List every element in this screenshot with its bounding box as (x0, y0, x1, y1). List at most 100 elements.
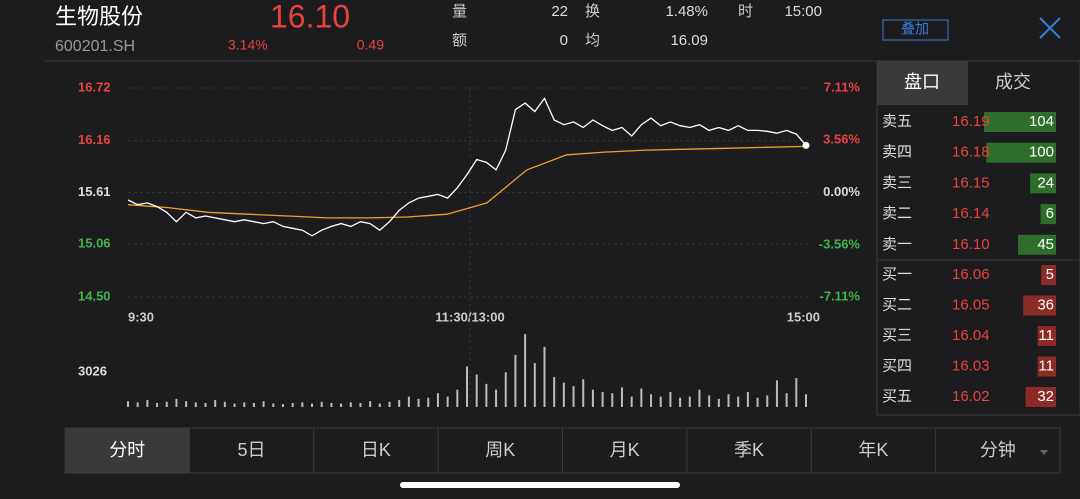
volume-bar (330, 402, 333, 407)
volume-bar (533, 363, 536, 407)
volume-bar (1037, 326, 1056, 346)
volume-bar (504, 372, 507, 407)
row-label: 买四 (882, 357, 912, 374)
tab[interactable]: 季K (734, 440, 764, 460)
row-price: 16.03 (952, 357, 990, 374)
stat-label: 量 (452, 3, 467, 20)
volume-bar (775, 380, 778, 407)
stat-label: 均 (585, 32, 600, 49)
volume-bar (446, 396, 449, 407)
volume-bar (291, 402, 294, 407)
y2-tick-label: 3.56% (823, 132, 860, 147)
order-book-tab: 成交 (995, 72, 1031, 92)
row-volume: 11 (1038, 327, 1054, 344)
volume-bar (223, 401, 226, 407)
volume-bar (591, 389, 594, 407)
row-volume: 24 (1037, 174, 1054, 191)
stat-label: 额 (452, 32, 467, 49)
volume-bar (359, 402, 362, 407)
volume-bar (214, 400, 217, 407)
volume-bar (485, 383, 488, 407)
volume-bar (553, 376, 556, 407)
volume-bar (456, 389, 459, 407)
volume-bar (785, 393, 788, 407)
row-price: 16.02 (952, 388, 990, 405)
row-label: 买二 (882, 296, 912, 313)
row-volume: 100 (1029, 144, 1054, 161)
volume-bar (795, 378, 798, 407)
row-price: 16.14 (952, 205, 990, 222)
volume-bar (1025, 387, 1056, 407)
volume-bar (369, 401, 372, 407)
stat-value: 22 (551, 3, 568, 20)
volume-bar (475, 374, 478, 407)
volume-bar (1037, 356, 1056, 377)
row-label: 卖二 (882, 205, 912, 222)
row-volume: 5 (1046, 266, 1054, 283)
close-button[interactable] (1039, 17, 1061, 39)
volume-bar (204, 402, 207, 407)
volume-bar (436, 393, 439, 407)
y-tick-label: 14.50 (78, 288, 111, 303)
price-line (127, 97, 807, 237)
volume-bar (543, 346, 546, 407)
volume-bar (272, 403, 275, 407)
row-price: 16.10 (952, 236, 990, 253)
volume-bar (630, 396, 633, 407)
volume-bar (524, 334, 527, 407)
stat-value: 16.09 (670, 32, 708, 49)
row-label: 卖三 (882, 174, 912, 191)
dropdown-arrow[interactable] (1040, 450, 1048, 455)
volume-bar (737, 396, 740, 407)
stock-name: 生物股份 (55, 4, 143, 29)
stat-label: 换 (585, 3, 600, 20)
y2-tick-label: 7.11% (824, 79, 861, 94)
volume-bar (340, 403, 343, 407)
volume-bar (1018, 234, 1056, 255)
y-tick-label: 16.72 (78, 79, 111, 94)
tab-selected[interactable] (65, 428, 189, 473)
last-point (802, 141, 810, 149)
volume-bar (311, 403, 314, 407)
volume-bar (495, 389, 498, 407)
row-label: 买一 (882, 266, 912, 283)
volume-bar (562, 382, 565, 407)
overlay-button[interactable] (882, 19, 949, 41)
row-label: 买三 (882, 327, 912, 344)
volume-bar (611, 393, 614, 407)
volume-bar (320, 401, 323, 407)
volume-bar (165, 401, 168, 407)
volume-bar (698, 389, 701, 407)
volume-bar (146, 400, 149, 407)
volume-bar (378, 403, 381, 407)
change-pct: 3.14% (228, 37, 268, 53)
volume-bar (156, 402, 159, 407)
order-book-tab: 盘口 (904, 72, 940, 92)
volume-bar (986, 142, 1056, 163)
change: 0.49 (357, 37, 384, 53)
tab[interactable]: 5日 (238, 440, 266, 460)
volume-bar (746, 391, 749, 407)
stat-value: 1.48% (665, 3, 708, 20)
volume-bar (301, 402, 304, 407)
tab[interactable]: 年K (858, 440, 888, 460)
volume-bar (620, 387, 623, 407)
tab[interactable]: 周K (485, 440, 515, 460)
y2-tick-label: -7.11% (820, 288, 861, 303)
volume-bar (640, 388, 643, 407)
volume-bar (659, 396, 662, 407)
tab[interactable]: 分时 (109, 440, 145, 460)
volume-bar (1030, 173, 1056, 194)
y2-tick-label: 0.00% (823, 184, 860, 199)
volume-bar (601, 391, 604, 407)
volume-bar (756, 397, 759, 407)
volume-bar (194, 402, 197, 407)
tab[interactable]: 月K (610, 440, 640, 460)
volume-bar (572, 386, 575, 407)
tab[interactable]: 日K (361, 440, 391, 460)
tab[interactable]: 分钟 (980, 440, 1016, 460)
tab-selected[interactable] (877, 61, 968, 105)
volume-bar (717, 398, 720, 407)
